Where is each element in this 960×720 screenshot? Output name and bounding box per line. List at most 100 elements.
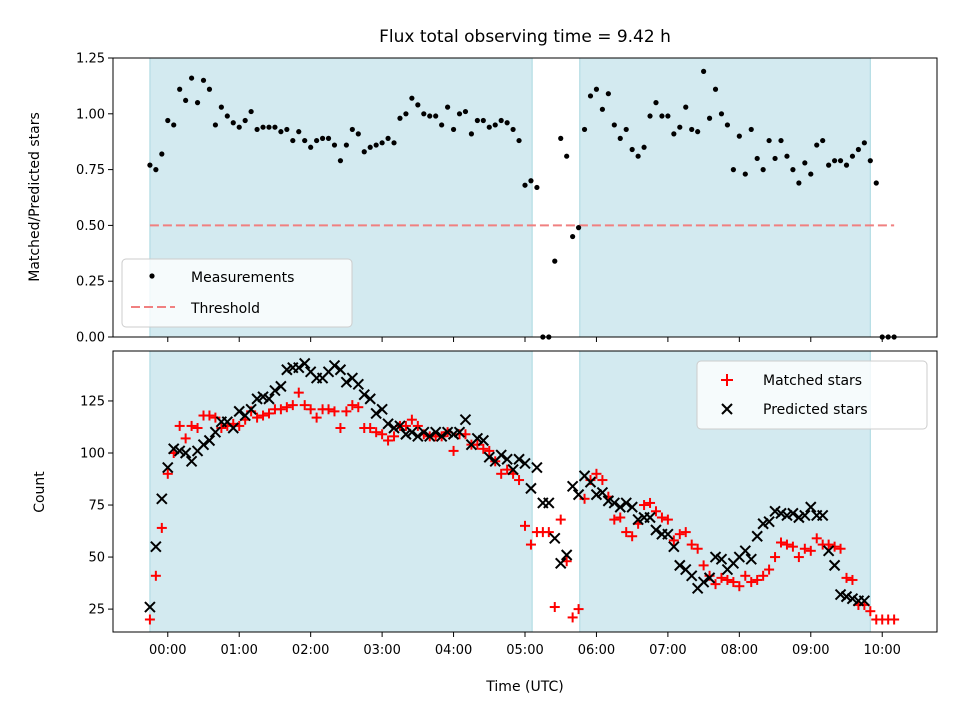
predicted-stars-point	[376, 403, 388, 415]
matched-stars-point	[305, 404, 316, 415]
predicted-stars-point	[566, 480, 579, 493]
measurement-point	[802, 160, 808, 166]
measurement-point	[468, 131, 475, 137]
measurement-point	[814, 142, 820, 148]
measurement-point	[433, 113, 439, 119]
predicted-stars-point	[429, 426, 442, 438]
measurement-point	[284, 126, 290, 133]
measurement-point	[826, 162, 832, 168]
matched-stars-point	[591, 468, 602, 479]
measurement-point	[492, 122, 498, 128]
predicted-stars-point	[370, 407, 382, 420]
predicted-stars-point	[483, 451, 495, 463]
predicted-stars-point	[531, 461, 543, 474]
bottom-legend-box	[696, 360, 928, 430]
matched-stars-point	[329, 406, 340, 417]
predicted-stars-point	[644, 511, 656, 524]
top-legend-box	[121, 258, 353, 328]
legend-label-matched-stars: Matched stars	[763, 373, 862, 389]
matched-stars-point	[365, 423, 376, 434]
x-tick-label: 05:00	[506, 643, 543, 658]
predicted-stars-point	[269, 384, 281, 397]
measurement-point	[796, 180, 802, 186]
matched-stars-point	[400, 420, 411, 431]
measurement-point	[587, 93, 594, 99]
predicted-stars-point	[787, 507, 799, 520]
measurement-point	[206, 86, 213, 92]
top-legend: Measurements Threshold	[121, 258, 353, 328]
matched-stars-point	[627, 531, 638, 542]
predicted-stars-point	[674, 559, 686, 572]
measurement-point	[183, 97, 189, 104]
matched-stars-point	[412, 420, 423, 431]
measurement-point	[373, 142, 379, 148]
matched-stars-point	[728, 577, 739, 588]
measurement-point	[861, 140, 867, 146]
matched-stars-point	[716, 572, 727, 583]
x-tick-label: 09:00	[792, 643, 829, 658]
measurement-point	[188, 75, 195, 81]
matched-stars-point	[799, 543, 810, 554]
x-tick-label: 04:00	[435, 643, 472, 658]
predicted-stars-point	[572, 488, 585, 501]
top-y-tick-label: 1.00	[76, 107, 105, 122]
matched-stars-point	[258, 410, 269, 421]
measurement-point	[689, 126, 695, 133]
measurement-point	[790, 167, 796, 173]
predicted-stars-point	[185, 455, 198, 468]
predicted-stars-point	[156, 493, 168, 505]
measurement-point	[701, 68, 707, 74]
predicted-stars-point	[459, 413, 472, 426]
predicted-stars-point	[340, 376, 353, 388]
measurement-point	[849, 153, 856, 159]
top-y-tick-label: 0.50	[76, 219, 105, 234]
measurement-point	[552, 258, 558, 264]
predicted-stars-point	[697, 576, 710, 588]
predicted-stars-point	[233, 405, 245, 418]
measurement-point	[266, 124, 272, 130]
matched-stars-point	[389, 431, 400, 442]
measurement-point	[385, 135, 391, 141]
measurement-point	[427, 113, 433, 119]
measurement-point	[647, 113, 653, 119]
measurement-point	[736, 133, 742, 139]
bottom-y-tick-label: 25	[88, 603, 105, 618]
predicted-stars-point	[745, 553, 757, 565]
matched-stars-point	[656, 512, 667, 523]
measurement-point	[278, 129, 284, 135]
bottom-y-tick-label: 100	[80, 446, 105, 461]
predicted-stars-point	[144, 601, 156, 613]
measurement-point	[510, 126, 516, 133]
measurement-point	[605, 91, 611, 97]
matched-stars-point	[609, 514, 620, 525]
measurement-point	[337, 158, 344, 164]
predicted-stars-point	[620, 497, 632, 509]
predicted-stars-point	[501, 453, 513, 465]
matched-stars-point	[371, 427, 382, 438]
measurement-point	[730, 167, 736, 173]
measurement-point	[302, 137, 308, 144]
predicted-stars-point	[382, 418, 394, 430]
matched-stars-point	[216, 423, 227, 434]
x-tick-label: 07:00	[649, 643, 686, 658]
predicted-stars-point	[751, 530, 763, 542]
measurement-point	[450, 126, 457, 133]
matched-stars-point	[252, 412, 263, 423]
observing-window-1	[149, 350, 533, 633]
matched-stars-point	[662, 514, 673, 525]
predicted-stars-point	[525, 482, 537, 495]
matched-stars-point	[496, 468, 507, 479]
measurement-point	[504, 120, 510, 126]
measurement-point	[242, 117, 248, 124]
matched-stars-point	[734, 581, 745, 592]
measurement-point	[760, 167, 766, 173]
measurement-point	[742, 171, 748, 177]
matched-stars-point	[567, 612, 578, 623]
measurement-point	[867, 158, 873, 164]
measurement-point	[290, 137, 296, 144]
predicted-stars-point	[805, 501, 817, 513]
matched-stars-point	[740, 570, 751, 581]
predicted-stars-point	[412, 430, 424, 443]
matched-stars-point	[323, 404, 334, 415]
matched-stars-point	[776, 537, 787, 548]
